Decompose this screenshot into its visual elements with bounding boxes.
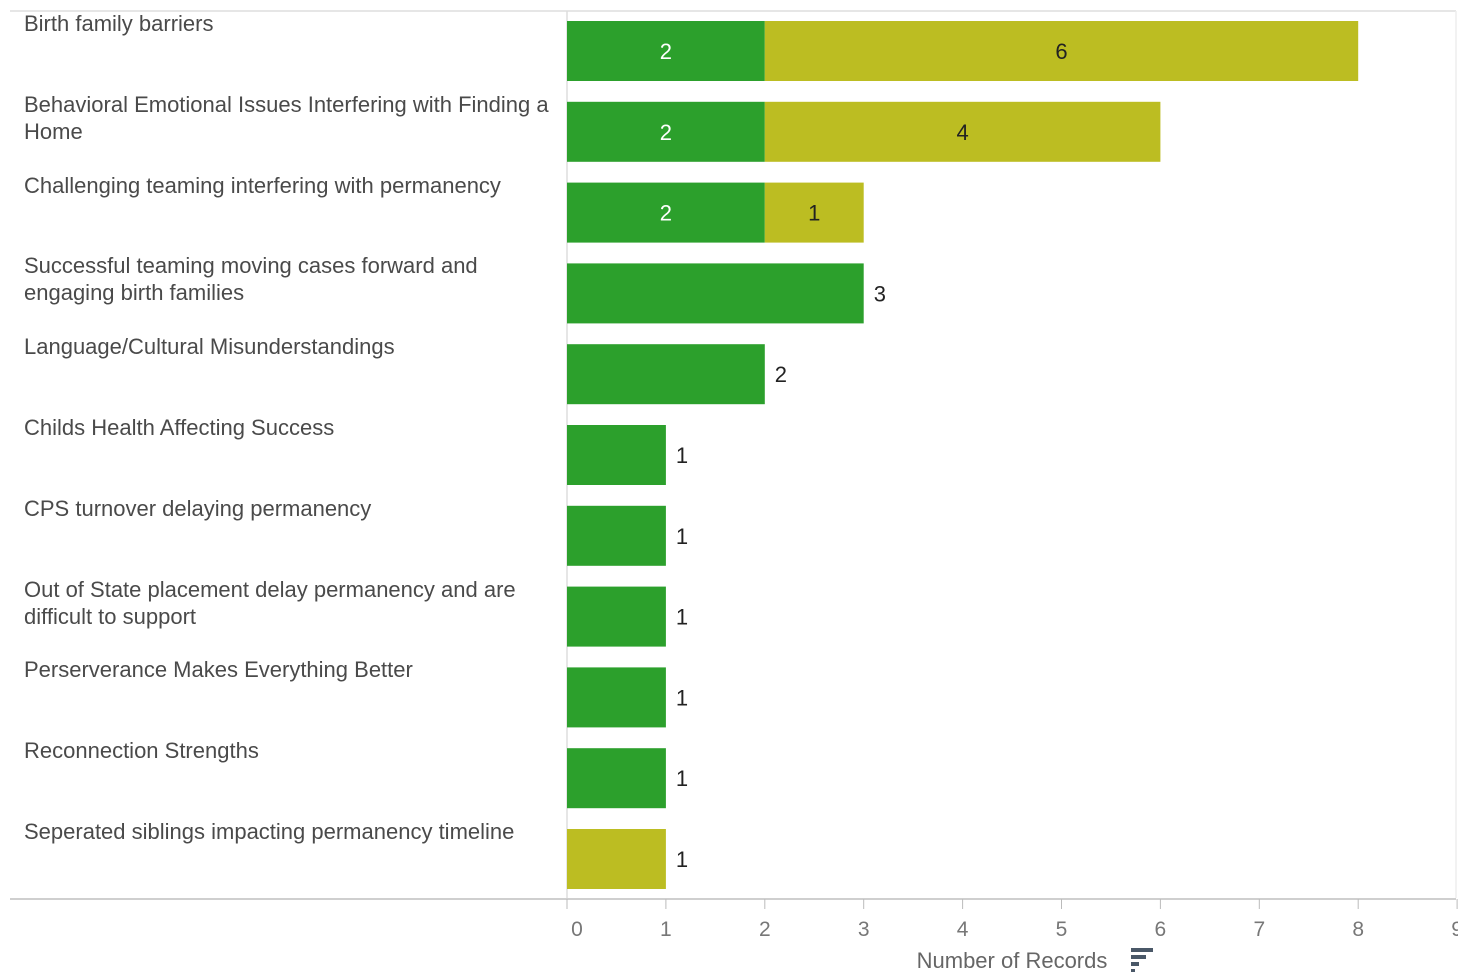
bar-segment[interactable] xyxy=(764,182,864,243)
data-label: 1 xyxy=(676,605,688,630)
data-label: 6 xyxy=(1055,39,1067,64)
bar-segment[interactable] xyxy=(567,21,765,81)
bar-segment[interactable] xyxy=(567,101,765,162)
x-tick-label: 3 xyxy=(858,918,870,941)
bar-segment[interactable] xyxy=(567,263,864,324)
category-label: Perserverance Makes Everything Better xyxy=(24,657,413,683)
bar-segment[interactable] xyxy=(567,344,765,405)
data-label: 2 xyxy=(660,120,672,145)
data-label: 1 xyxy=(676,685,688,710)
category-label: Challenging teaming interfering with per… xyxy=(24,172,501,198)
x-tick-label: 2 xyxy=(759,918,771,941)
sort-icon[interactable] xyxy=(1131,948,1153,972)
x-tick-label: 7 xyxy=(1253,918,1265,941)
data-label: 2 xyxy=(660,39,672,64)
x-tick-label: 4 xyxy=(957,918,969,941)
bar-segment[interactable] xyxy=(567,829,666,889)
bar-segment[interactable] xyxy=(567,586,666,647)
category-label: CPS turnover delaying permanency xyxy=(24,495,372,521)
data-label: 2 xyxy=(660,201,672,226)
category-label: Seperated siblings impacting permanency … xyxy=(24,819,515,844)
data-label: 3 xyxy=(874,281,886,306)
data-label: 1 xyxy=(676,524,688,549)
bar-segment[interactable] xyxy=(764,21,1359,81)
category-label: Language/Cultural Misunderstandings xyxy=(24,334,395,360)
data-label: 4 xyxy=(956,120,968,145)
category-label: Successful teaming moving cases forward … xyxy=(24,253,478,306)
x-tick-label: 0 xyxy=(571,918,583,941)
data-label: 2 xyxy=(775,362,787,387)
category-label: Childs Health Affecting Success xyxy=(24,415,335,440)
bar-segment[interactable] xyxy=(764,101,1161,162)
data-label: 1 xyxy=(676,847,688,872)
x-tick-label: 8 xyxy=(1352,918,1364,941)
category-label: Reconnection Strengths xyxy=(24,738,259,764)
bar-segment[interactable] xyxy=(567,505,666,566)
x-tick-label: 9 xyxy=(1451,918,1458,941)
data-label: 1 xyxy=(676,443,688,468)
category-label: Behavioral Emotional Issues Interfering … xyxy=(24,91,549,144)
data-label: 1 xyxy=(676,766,688,791)
data-label: 1 xyxy=(808,201,820,226)
bar-segment[interactable] xyxy=(567,748,666,809)
bar-segment[interactable] xyxy=(567,425,666,485)
x-tick-label: 1 xyxy=(660,918,672,941)
bar-segment[interactable] xyxy=(567,182,765,243)
category-label: Out of State placement delay permanency … xyxy=(24,576,516,629)
x-tick-label: 6 xyxy=(1155,918,1167,941)
bar-segment[interactable] xyxy=(567,667,666,728)
x-axis-title: Number of Records xyxy=(917,948,1108,973)
category-label: Birth family barriers xyxy=(24,11,214,36)
x-tick-label: 5 xyxy=(1056,918,1068,941)
